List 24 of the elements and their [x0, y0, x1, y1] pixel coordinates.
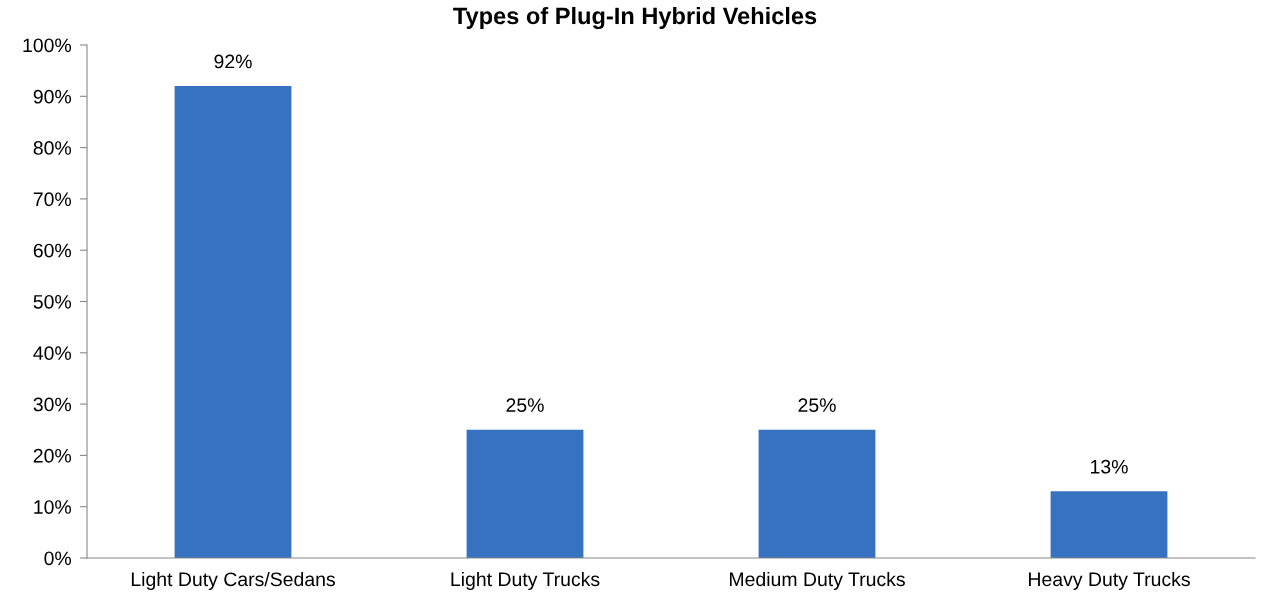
y-tick-label: 100% — [23, 38, 72, 53]
y-tick-label: 20% — [33, 448, 72, 463]
data-label: 25% — [798, 398, 836, 413]
y-tick-label: 70% — [33, 192, 72, 207]
data-label: 92% — [214, 54, 252, 69]
bar — [1050, 491, 1168, 558]
bar — [758, 429, 876, 558]
x-tick-label: Light Duty Trucks — [451, 571, 600, 591]
x-tick-label: Heavy Duty Trucks — [1029, 571, 1190, 591]
y-tick-label: 80% — [33, 141, 72, 155]
y-tick-label: 40% — [33, 346, 72, 361]
x-tick-label: Light Duty Cars/Sedans — [131, 571, 335, 591]
x-tick-label: Medium Duty Trucks — [730, 571, 905, 591]
y-tick-label: 50% — [33, 294, 72, 309]
bar — [466, 429, 584, 558]
bar — [174, 86, 292, 558]
y-tick-label: 10% — [34, 500, 72, 514]
y-tick-label: 0% — [44, 551, 72, 566]
data-label: 25% — [506, 398, 544, 413]
y-tick-label: 90% — [33, 89, 72, 104]
chart-title: Types of Plug-In Hybrid Vehicles — [453, 6, 817, 30]
y-tick-label: 30% — [33, 397, 72, 412]
y-tick-label: 60% — [33, 243, 72, 258]
data-label: 13% — [1091, 459, 1128, 474]
